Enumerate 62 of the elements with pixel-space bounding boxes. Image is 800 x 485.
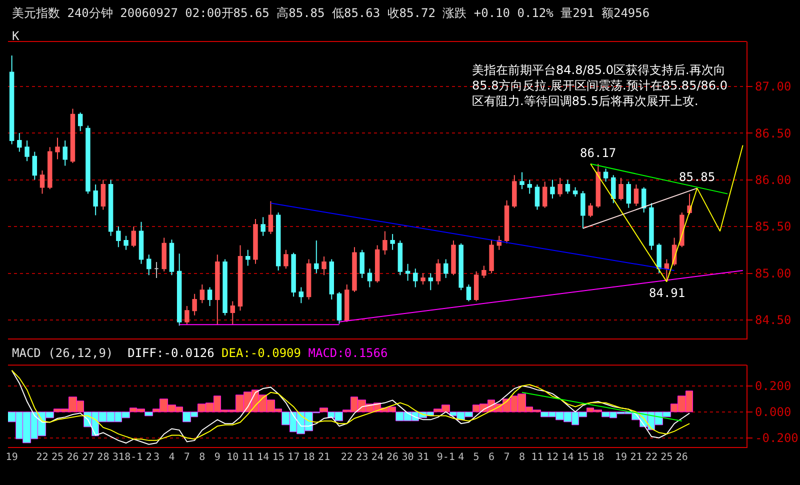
x-tick-label: 10 (226, 452, 239, 463)
x-tick-label: 5 (473, 452, 480, 463)
annotation: 86.17 (580, 146, 616, 160)
x-tick-label: 12 (546, 452, 558, 463)
chart-title: MACD (26,12,9) (12, 346, 114, 360)
x-tick-label: 4 (458, 452, 464, 463)
x-tick-label: 26 (676, 452, 688, 463)
x-tick-label: 14 (562, 452, 574, 463)
x-tick-label: 11 (531, 452, 544, 463)
y-tick-label: 84.50 (755, 313, 792, 328)
x-tick-label: 15 (576, 452, 589, 463)
x-tick-label: 21 (318, 452, 330, 463)
y-tick-label: 85.50 (755, 220, 792, 234)
x-tick-label: 18 (592, 452, 604, 463)
x-tick-label: 8 (518, 452, 526, 463)
y-tick-label: 87.00 (755, 80, 792, 94)
annotation: 85.85 (679, 170, 716, 184)
x-tick-label: 9 (214, 452, 220, 463)
x-tick-label: 11 (242, 452, 254, 463)
x-tick-label: 28 (97, 452, 110, 463)
x-tick-label: 24 (371, 452, 384, 463)
x-tick-label: 27 (82, 452, 94, 463)
text: MACD:0.1566 (308, 346, 388, 360)
x-tick-label: 22 (36, 452, 48, 463)
x-tick-label: 17 (288, 452, 300, 463)
y-tick-label: 0.000 (755, 405, 792, 420)
x-tick-label: 22 (340, 452, 353, 463)
x-tick-label: 22 (645, 452, 658, 463)
x-tick-label: 18 (302, 452, 315, 463)
text: DEA:-0.0909 (222, 346, 302, 360)
x-tick-label: 7 (184, 452, 190, 463)
x-tick-label: 4 (168, 452, 175, 463)
annotation: 美指在前期平台84.8/85.0区获得支持后.再次向 85.8方向反拉.展开区间震荡.预计在85.85/86.0 区有阻力.等待回调85.5后将再次展开上攻. (472, 63, 728, 108)
x-tick-label: 2 (146, 452, 152, 463)
chart-subtitle: K (12, 29, 20, 43)
y-tick-label: -0.200 (755, 431, 798, 446)
x-tick-label: 3 (153, 452, 160, 463)
x-tick-label: 6 (488, 452, 495, 463)
x-tick-label: 21 (630, 452, 642, 463)
x-tick-label: 23 (356, 452, 368, 463)
x-tick-label: 8-1 (124, 452, 143, 463)
x-tick-label: 30 (402, 452, 414, 463)
x-tick-label: 31 (112, 452, 124, 463)
x-tick-label: 15 (272, 452, 284, 463)
x-tick-label: 25 (51, 452, 64, 463)
x-tick-label: 19 (614, 452, 628, 463)
x-tick-label: 14 (257, 452, 270, 463)
x-tick-label: 8 (199, 452, 206, 463)
y-tick-label: 85.00 (755, 266, 792, 280)
chart-title: 美元指数 240分钟 20060927 02:00开85.65 高85.85 低85.63 收85.72 涨跌 +0.10 0.12% 量291 额24956 (12, 6, 650, 20)
x-tick-label: 19 (6, 452, 18, 463)
annotation: 84.91 (649, 286, 686, 300)
y-tick-label: 0.200 (755, 379, 792, 394)
text: DIFF:-0.0126 (128, 346, 214, 360)
x-tick-label: 26 (386, 452, 399, 463)
y-tick-label: 86.50 (755, 126, 792, 140)
x-tick-label: 7 (504, 452, 510, 463)
x-tick-label: 26 (66, 452, 79, 463)
y-tick-label: 86.00 (755, 172, 792, 187)
x-tick-label: 25 (660, 452, 673, 463)
x-tick-label: 9-1 (436, 452, 455, 463)
x-tick-label: 31 (416, 452, 430, 463)
